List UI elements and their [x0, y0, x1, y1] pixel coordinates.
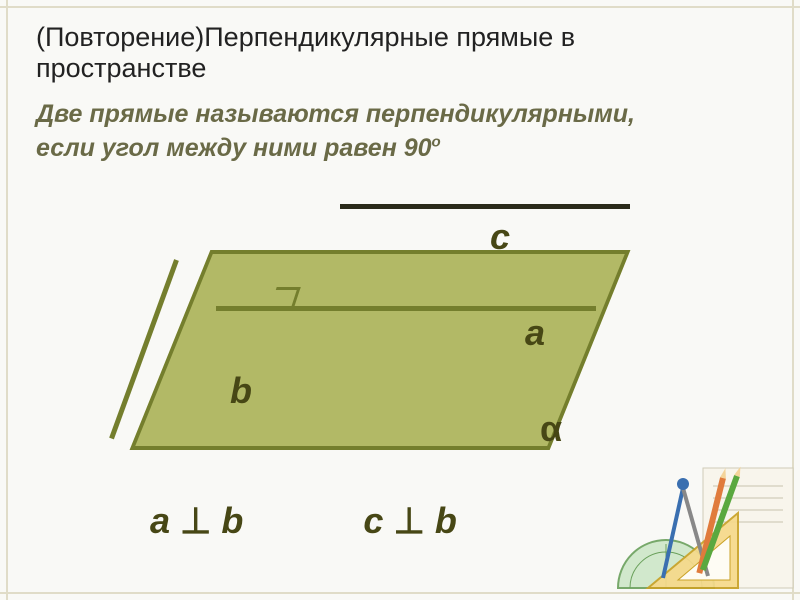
label-c: c — [490, 216, 510, 258]
frame-border — [6, 0, 8, 600]
degree-symbol: о — [432, 133, 441, 150]
label-b: b — [230, 370, 252, 412]
slide-title: (Повторение)Перпендикулярные прямые в пр… — [36, 22, 736, 84]
rel-a: a — [150, 500, 170, 541]
relation-cb: c ⊥ b — [363, 500, 456, 542]
definition-line2: если угол между ними равен 90 — [36, 134, 432, 162]
relation-ab: a ⊥ b — [150, 500, 243, 542]
frame-border — [0, 6, 800, 8]
definition-text: Две прямые называются перпендикулярными,… — [36, 98, 736, 166]
perp-symbol: ⊥ — [393, 500, 424, 541]
rel-c: c — [363, 500, 383, 541]
perp-symbol: ⊥ — [180, 500, 211, 541]
rel-b: b — [221, 500, 243, 541]
stationery-tools-icon — [608, 458, 798, 598]
perpendicular-relations: a ⊥ b c ⊥ b — [150, 500, 650, 542]
definition-line1: Две прямые называются перпендикулярными, — [36, 100, 635, 128]
label-a: a — [525, 312, 545, 354]
rel-b2: b — [435, 500, 457, 541]
line-c — [340, 204, 630, 209]
geometry-diagram: c a b α — [130, 220, 630, 480]
label-alpha: α — [540, 408, 562, 450]
